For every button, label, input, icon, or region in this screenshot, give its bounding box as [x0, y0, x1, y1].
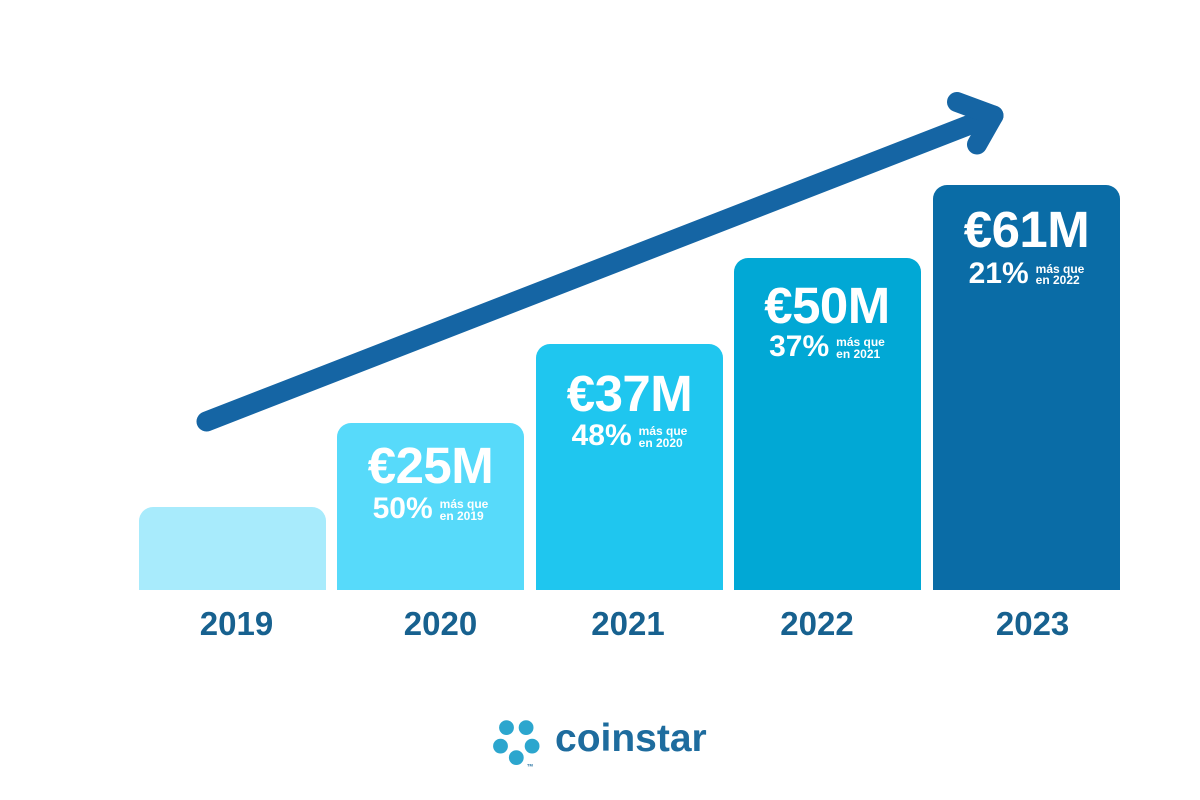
svg-text:TM: TM — [527, 763, 533, 768]
